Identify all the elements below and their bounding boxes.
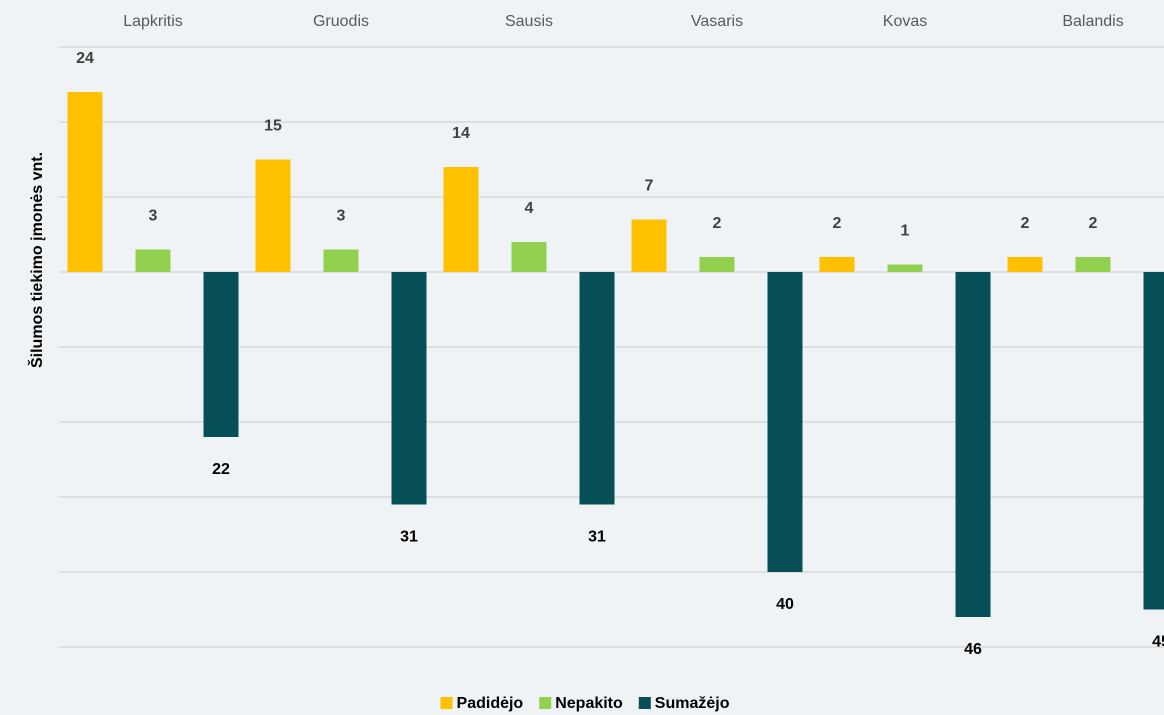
bar [699, 257, 735, 272]
data-label: 45 [1152, 634, 1164, 651]
bar [819, 257, 855, 272]
x-tick-label: Gruodis [313, 13, 369, 30]
legend-label: Nepakito [555, 695, 623, 712]
data-label: 3 [337, 208, 346, 225]
bar [323, 249, 359, 272]
legend-label: Sumažėjo [655, 695, 730, 712]
legend-swatch [638, 697, 651, 709]
data-label: 4 [525, 200, 534, 217]
bar [511, 242, 547, 272]
data-label: 2 [1021, 215, 1030, 232]
bar [443, 167, 479, 272]
bar [255, 159, 291, 272]
bar [767, 272, 803, 572]
bar [135, 249, 171, 272]
x-tick-label: Sausis [505, 13, 553, 30]
bar [203, 272, 239, 437]
data-label: 2 [1089, 215, 1098, 232]
data-label: 24 [76, 50, 94, 67]
data-label: 31 [588, 529, 606, 546]
bar [887, 264, 923, 272]
data-label: 2 [833, 215, 842, 232]
legend-swatch [440, 697, 453, 709]
x-tick-label: Lapkritis [123, 13, 183, 30]
bar [955, 272, 991, 617]
data-label: 7 [645, 178, 654, 195]
data-label: 40 [776, 596, 794, 613]
legend-label: Padidėjo [457, 695, 524, 712]
x-tick-label: Vasaris [691, 13, 743, 30]
data-label: 14 [452, 125, 470, 142]
data-label: 15 [264, 118, 282, 135]
legend-swatch [539, 697, 552, 709]
data-label: 3 [149, 208, 158, 225]
bar [631, 219, 667, 272]
y-axis-label: Šilumos tiekimo įmonės vnt. [27, 152, 46, 368]
x-tick-label: Kovas [883, 13, 927, 30]
bar [1143, 272, 1164, 610]
data-label: 46 [964, 641, 982, 658]
bar [1075, 257, 1111, 272]
bar [1007, 257, 1043, 272]
bar [391, 272, 427, 505]
bar [67, 92, 103, 272]
data-label: 22 [212, 461, 230, 478]
data-label: 2 [713, 215, 722, 232]
bar [579, 272, 615, 505]
legend: Padidėjo Nepakito Sumažėjo [440, 695, 730, 712]
data-label: 31 [400, 529, 418, 546]
x-tick-label: Balandis [1062, 13, 1123, 30]
data-label: 1 [901, 223, 910, 240]
